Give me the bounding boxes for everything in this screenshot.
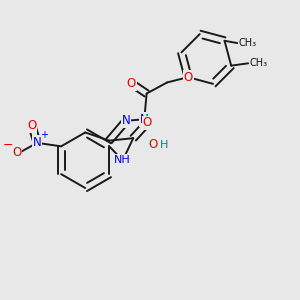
Text: NH: NH [114, 155, 131, 165]
Text: O: O [12, 146, 21, 159]
Text: N: N [140, 113, 149, 126]
Text: O: O [127, 77, 136, 90]
Text: CH₃: CH₃ [239, 38, 257, 48]
Text: −: − [3, 139, 13, 152]
Text: +: + [40, 130, 48, 140]
Text: N: N [122, 114, 130, 127]
Text: H: H [160, 140, 168, 150]
Text: O: O [143, 116, 152, 130]
Text: O: O [184, 71, 193, 84]
Text: CH₃: CH₃ [249, 58, 268, 68]
Text: O: O [27, 119, 37, 132]
Text: O: O [148, 138, 158, 151]
Text: N: N [33, 136, 42, 149]
